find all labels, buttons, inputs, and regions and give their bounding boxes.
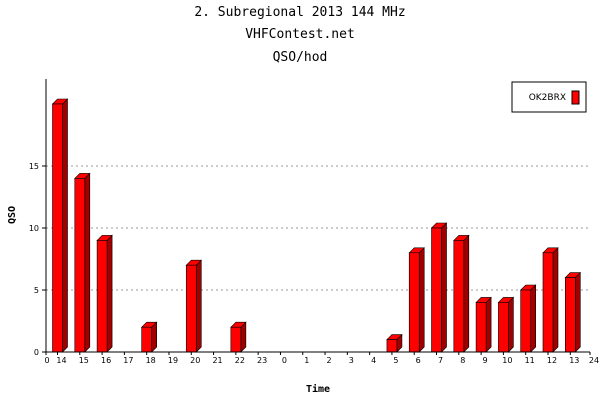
x-tick-label: 6 xyxy=(416,356,421,365)
x-tick-label: 11 xyxy=(525,356,535,365)
legend: OK2BRX xyxy=(511,81,587,113)
x-tick-label: 17 xyxy=(123,356,133,365)
x-tick-label: 24 xyxy=(589,356,599,365)
x-tick-label: 14 xyxy=(56,356,66,365)
bar-15 xyxy=(74,172,91,353)
x-tick-label: 21 xyxy=(212,356,222,365)
bar-16 xyxy=(96,234,113,353)
x-tick-label: 12 xyxy=(547,356,557,365)
bar-12 xyxy=(542,247,559,353)
x-tick-label: 22 xyxy=(235,356,245,365)
bars xyxy=(51,98,582,353)
y-tick-label: 10 xyxy=(29,224,39,233)
x-tick-label: 3 xyxy=(349,356,354,365)
bar-5 xyxy=(386,333,403,353)
bar-7 xyxy=(430,222,448,353)
chart-title: 2. Subregional 2013 144 MHz xyxy=(194,5,406,20)
x-tick-label: 19 xyxy=(168,356,178,365)
y-tick-label: 0 xyxy=(34,348,39,357)
x-tick-label: 13 xyxy=(569,356,579,365)
bar-6 xyxy=(408,247,425,353)
grid-lines xyxy=(46,165,590,291)
bar-18 xyxy=(140,321,158,353)
axes xyxy=(45,79,590,353)
x-tick-label: 9 xyxy=(483,356,488,365)
x-tick-label: 0 xyxy=(282,356,287,365)
x-tick-label: 7 xyxy=(438,356,443,365)
x-tick-label: 20 xyxy=(190,356,200,365)
x-tick-label: 2 xyxy=(326,356,331,365)
y-tick-labels: 0 5 10 15 xyxy=(29,162,46,357)
chart-subtitle: VHFContest.net xyxy=(245,27,355,42)
bar-13 xyxy=(564,271,582,353)
bar-20 xyxy=(185,259,202,353)
x-axis-label: Time xyxy=(306,383,330,395)
y-tick-label: 5 xyxy=(34,286,39,295)
x-tick-label: 8 xyxy=(460,356,465,365)
bar-22 xyxy=(230,321,247,353)
x-tick-label: 5 xyxy=(393,356,398,365)
bar-11 xyxy=(519,284,537,353)
x-tick-label: 16 xyxy=(101,356,111,365)
x-tick-label: 15 xyxy=(79,356,89,365)
bar-8 xyxy=(453,234,470,353)
y-tick-label: 15 xyxy=(29,162,39,171)
x-tick-label: 4 xyxy=(371,356,376,365)
y-axis-label: QSO xyxy=(7,206,18,224)
chart-subtitle-2: QSO/hod xyxy=(272,50,328,65)
x-tick-labels: 0 14 15 16 17 18 19 20 21 22 23 0 1 2 3 4 5 6 7 8 9 10 11 12 13 2… xyxy=(44,352,599,365)
x-tick-label: 10 xyxy=(502,356,512,365)
x-tick-label: 18 xyxy=(146,356,156,365)
bar-10 xyxy=(497,296,515,353)
x-tick-label: 23 xyxy=(257,356,267,365)
legend-label: OK2BRX xyxy=(529,93,566,103)
x-tick-label: 0 xyxy=(44,356,49,365)
legend-swatch xyxy=(571,90,580,105)
bar-9 xyxy=(475,296,492,353)
bar-14 xyxy=(51,98,69,353)
x-tick-label: 1 xyxy=(304,356,309,365)
